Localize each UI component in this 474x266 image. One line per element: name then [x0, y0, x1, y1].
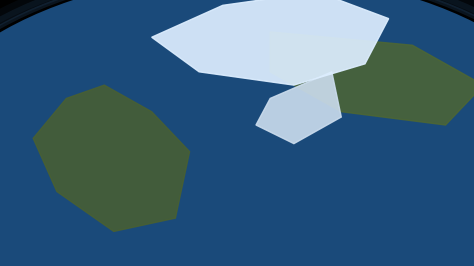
- Y-axis label: Millions km²: Millions km²: [33, 103, 43, 163]
- Polygon shape: [256, 72, 341, 144]
- Polygon shape: [152, 0, 389, 85]
- Title: Annual Arctic Sea Ice Minimum Area: Annual Arctic Sea Ice Minimum Area: [135, 15, 387, 29]
- Polygon shape: [270, 32, 474, 125]
- Polygon shape: [33, 85, 190, 231]
